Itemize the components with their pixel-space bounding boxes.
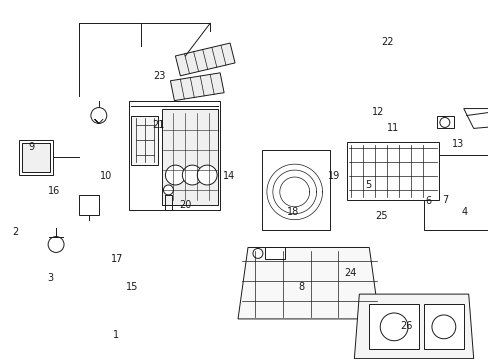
Text: 20: 20 xyxy=(179,200,191,210)
Text: 15: 15 xyxy=(125,282,138,292)
Polygon shape xyxy=(368,304,418,349)
Circle shape xyxy=(426,158,488,222)
Text: 3: 3 xyxy=(47,273,53,283)
Circle shape xyxy=(163,185,173,195)
Polygon shape xyxy=(79,195,99,215)
Circle shape xyxy=(182,165,202,185)
Text: 12: 12 xyxy=(371,107,384,117)
Polygon shape xyxy=(423,304,463,349)
Polygon shape xyxy=(354,294,473,359)
Circle shape xyxy=(91,108,106,123)
Polygon shape xyxy=(128,100,220,210)
Text: 13: 13 xyxy=(451,139,464,149)
Circle shape xyxy=(450,182,466,198)
Circle shape xyxy=(439,117,449,127)
Text: 23: 23 xyxy=(153,71,166,81)
Text: 14: 14 xyxy=(223,171,235,181)
Text: 2: 2 xyxy=(12,227,18,237)
Text: 9: 9 xyxy=(28,142,35,152)
Text: 19: 19 xyxy=(327,171,340,181)
Circle shape xyxy=(197,165,217,185)
Text: 16: 16 xyxy=(48,186,60,196)
Polygon shape xyxy=(463,109,488,129)
Circle shape xyxy=(252,248,263,258)
Text: 11: 11 xyxy=(386,123,398,133)
Polygon shape xyxy=(19,140,53,175)
Text: 26: 26 xyxy=(399,321,412,332)
Circle shape xyxy=(431,315,455,339)
Circle shape xyxy=(438,170,478,210)
Polygon shape xyxy=(238,247,379,319)
Polygon shape xyxy=(264,247,284,260)
Polygon shape xyxy=(436,116,453,129)
Text: 18: 18 xyxy=(286,207,299,217)
Text: 8: 8 xyxy=(298,282,305,292)
Polygon shape xyxy=(262,150,329,230)
Text: 25: 25 xyxy=(375,211,387,221)
Text: 24: 24 xyxy=(344,268,356,278)
Polygon shape xyxy=(346,142,438,200)
Circle shape xyxy=(380,313,407,341)
Text: 4: 4 xyxy=(460,207,467,217)
Text: 21: 21 xyxy=(152,120,164,130)
Text: 22: 22 xyxy=(381,37,393,48)
Polygon shape xyxy=(423,155,488,230)
Polygon shape xyxy=(175,43,235,76)
Polygon shape xyxy=(130,116,158,165)
Circle shape xyxy=(165,165,185,185)
Text: 5: 5 xyxy=(365,180,371,190)
Text: 7: 7 xyxy=(441,195,447,204)
Text: 6: 6 xyxy=(425,197,430,206)
Text: 17: 17 xyxy=(111,253,123,264)
Polygon shape xyxy=(162,109,218,205)
Text: 10: 10 xyxy=(100,171,112,181)
Text: 1: 1 xyxy=(112,330,119,341)
Polygon shape xyxy=(170,73,224,100)
Polygon shape xyxy=(22,143,50,172)
Circle shape xyxy=(48,237,64,252)
